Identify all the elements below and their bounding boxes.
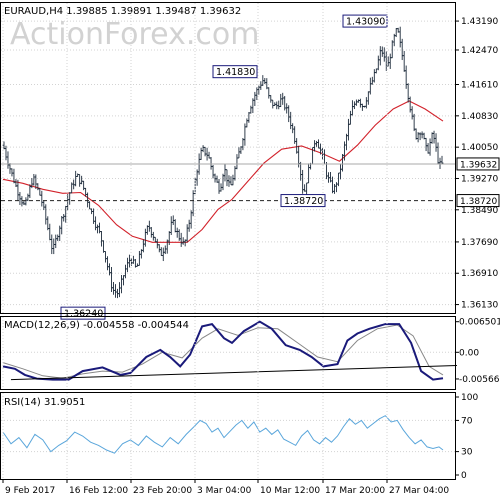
annotation-label: 1.43090 [346,17,385,28]
rsi-tick-label: 0 [461,471,467,481]
price-tick-label: 1.36910 [461,269,498,279]
rsi-grid [1,419,455,453]
price-tick-label: 1.41610 [461,81,498,91]
macd-axis: 0.006501 0.00 -0.005666 [455,318,500,385]
time-label: 17 Mar 20:00 [325,486,385,496]
price-axis: 1.43190 1.42470 1.41610 1.40830 1.40050 1.392… [455,17,500,311]
macd-title: MACD(12,26,9) -0.004558 -0.004544 [4,320,189,331]
macd-signal-line [2,324,444,379]
annotation-label: 1.36240 [64,309,103,320]
rsi-panel-frame [0,392,456,480]
moving-average-line [2,100,444,243]
price-grid [1,20,455,306]
price-tick-label: 1.38490 [461,206,498,216]
macd-trendline [10,364,457,381]
rsi-axis: 100 70 30 0 [455,393,478,481]
price-header: EURAUD,H4 1.39885 1.39891 1.39487 1.3963… [4,6,241,17]
support-price-label: 1.38720 [460,197,497,207]
price-bars [2,26,444,299]
time-label: 3 Mar 04:00 [197,486,252,496]
price-tick-label: 1.40830 [461,112,498,122]
time-axis: 9 Feb 2017 16 Feb 12:00 23 Feb 20:00 3 Mar … [2,3,449,496]
rsi-tick-label: 100 [461,393,478,403]
rsi-tick-label: 70 [461,416,473,426]
price-panel: ActionForex.com 1.430901.418301.387201.3… [0,2,500,320]
time-label: 10 Mar 12:00 [260,486,320,496]
price-tick-label: 1.43190 [461,17,498,27]
macd-panel-frame [0,316,456,390]
watermark: ActionForex.com [10,17,259,52]
time-label: 27 Mar 04:00 [389,486,449,496]
annotation-label: 1.38720 [284,196,323,207]
rsi-title: RSI(14) 31.9051 [4,397,85,408]
price-bar [440,155,444,165]
price-annotation: 1.38720 [280,194,326,208]
price-annotation: 1.41830 [212,65,258,79]
price-tick-label: 1.36130 [461,301,498,311]
price-annotation: 1.43090 [342,14,388,28]
current-price-label-box [456,157,500,171]
support-price-label-box [456,194,500,208]
macd-tick-label: 0.00 [459,348,479,358]
rsi-tick-label: 30 [461,448,473,458]
current-price-label: 1.39632 [460,160,497,170]
annotation-box [212,65,258,79]
macd-tick-label: 0.006501 [459,318,500,328]
price-tick-label: 1.42470 [461,46,498,56]
annotation-label: 1.41830 [216,67,255,78]
time-label: 23 Feb 20:00 [133,486,192,496]
macd-tick-label: -0.005666 [459,375,500,385]
price-tick-label: 1.37690 [461,238,498,248]
price-tick-label: 1.40050 [461,143,498,153]
price-annotations: 1.43090 1.41830 1.38720 1.36240 [60,14,388,320]
rsi-panel: RSI(14) 31.9051 100 70 30 0 [0,392,478,481]
macd-panel: MACD(12,26,9) -0.004558 -0.004544 0.0065… [0,316,500,390]
price-tick-label: 1.39270 [461,174,498,184]
rsi-line [2,415,444,454]
annotation-box [280,194,326,208]
macd-line [2,320,444,381]
time-label: 16 Feb 12:00 [69,486,128,496]
time-label: 9 Feb 2017 [5,486,55,496]
price-panel-frame [0,2,456,314]
